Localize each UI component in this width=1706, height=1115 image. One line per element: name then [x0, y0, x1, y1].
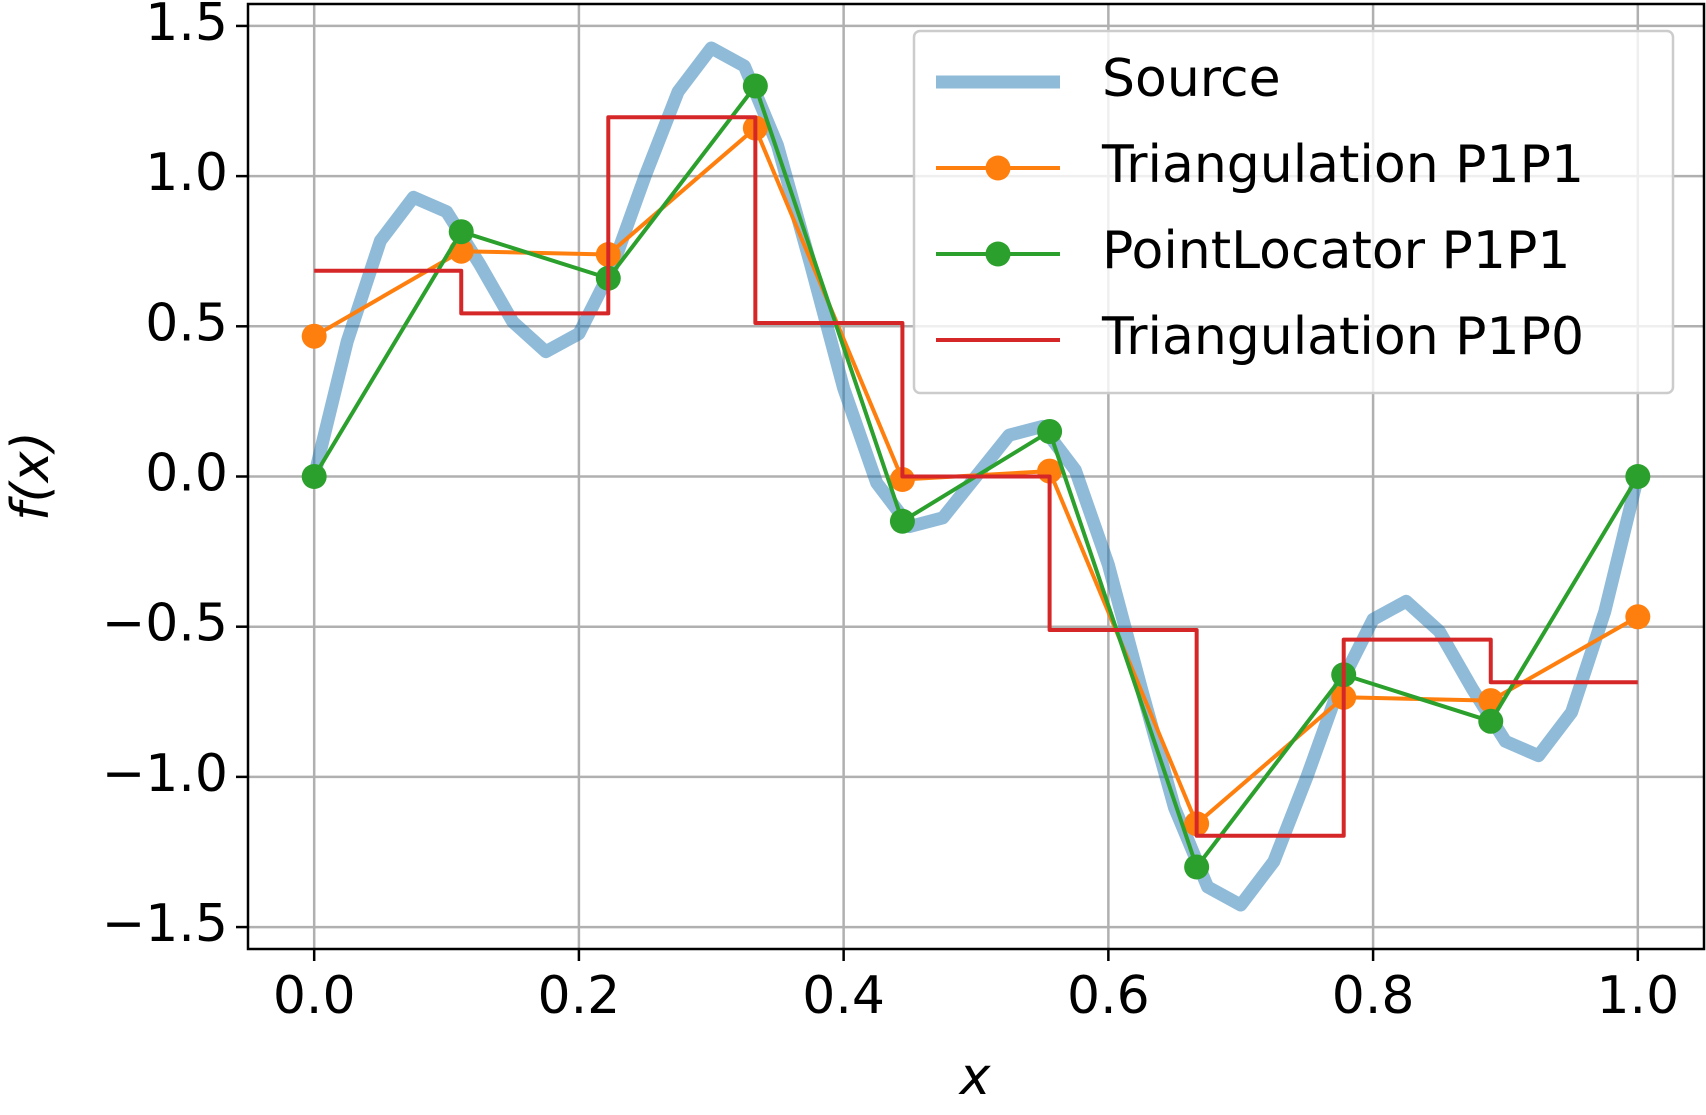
data-point — [889, 508, 915, 534]
data-point — [1184, 854, 1210, 880]
data-point — [301, 323, 327, 349]
legend-label: Triangulation P1P0 — [1101, 307, 1584, 367]
x-tick-label: 0.8 — [1332, 966, 1415, 1026]
data-point — [448, 219, 474, 245]
data-point — [1625, 604, 1651, 630]
y-tick-label: 1.0 — [145, 143, 228, 203]
legend: Source Triangulation P1P1 PointLocator P1P… — [912, 29, 1675, 395]
x-tick-label: 0.2 — [538, 966, 621, 1026]
legend-marker — [985, 241, 1011, 267]
y-tick-label: 0.0 — [145, 444, 228, 504]
data-point — [1037, 418, 1063, 444]
legend-box — [912, 29, 1675, 395]
x-tick-label: 0.6 — [1067, 966, 1150, 1026]
data-point — [742, 73, 768, 99]
plot-frame — [246, 2, 1706, 951]
y-tick-label: −1.0 — [102, 744, 228, 804]
y-tick-label: −0.5 — [102, 594, 228, 654]
data-point — [1478, 708, 1504, 734]
x-tick-label: 1.0 — [1596, 966, 1679, 1026]
y-tick-label: 0.5 — [145, 293, 228, 353]
y-axis-label: f(x) — [1, 431, 61, 521]
legend-label: PointLocator P1P1 — [1102, 221, 1570, 281]
y-tick-label: 1.5 — [145, 0, 228, 53]
x-tick-label: 0.4 — [802, 966, 885, 1026]
data-point — [1625, 464, 1651, 489]
data-point — [889, 467, 915, 493]
x-axis-label: x — [958, 1047, 992, 1107]
legend-label: Triangulation P1P1 — [1101, 135, 1584, 195]
legend-label: Source — [1102, 49, 1281, 109]
legend-marker — [985, 155, 1011, 181]
x-tick-label: 0.0 — [273, 966, 356, 1026]
data-point — [301, 464, 327, 489]
y-tick-label: −1.5 — [102, 894, 228, 954]
data-point — [1478, 688, 1504, 714]
series-line — [314, 115, 1638, 838]
